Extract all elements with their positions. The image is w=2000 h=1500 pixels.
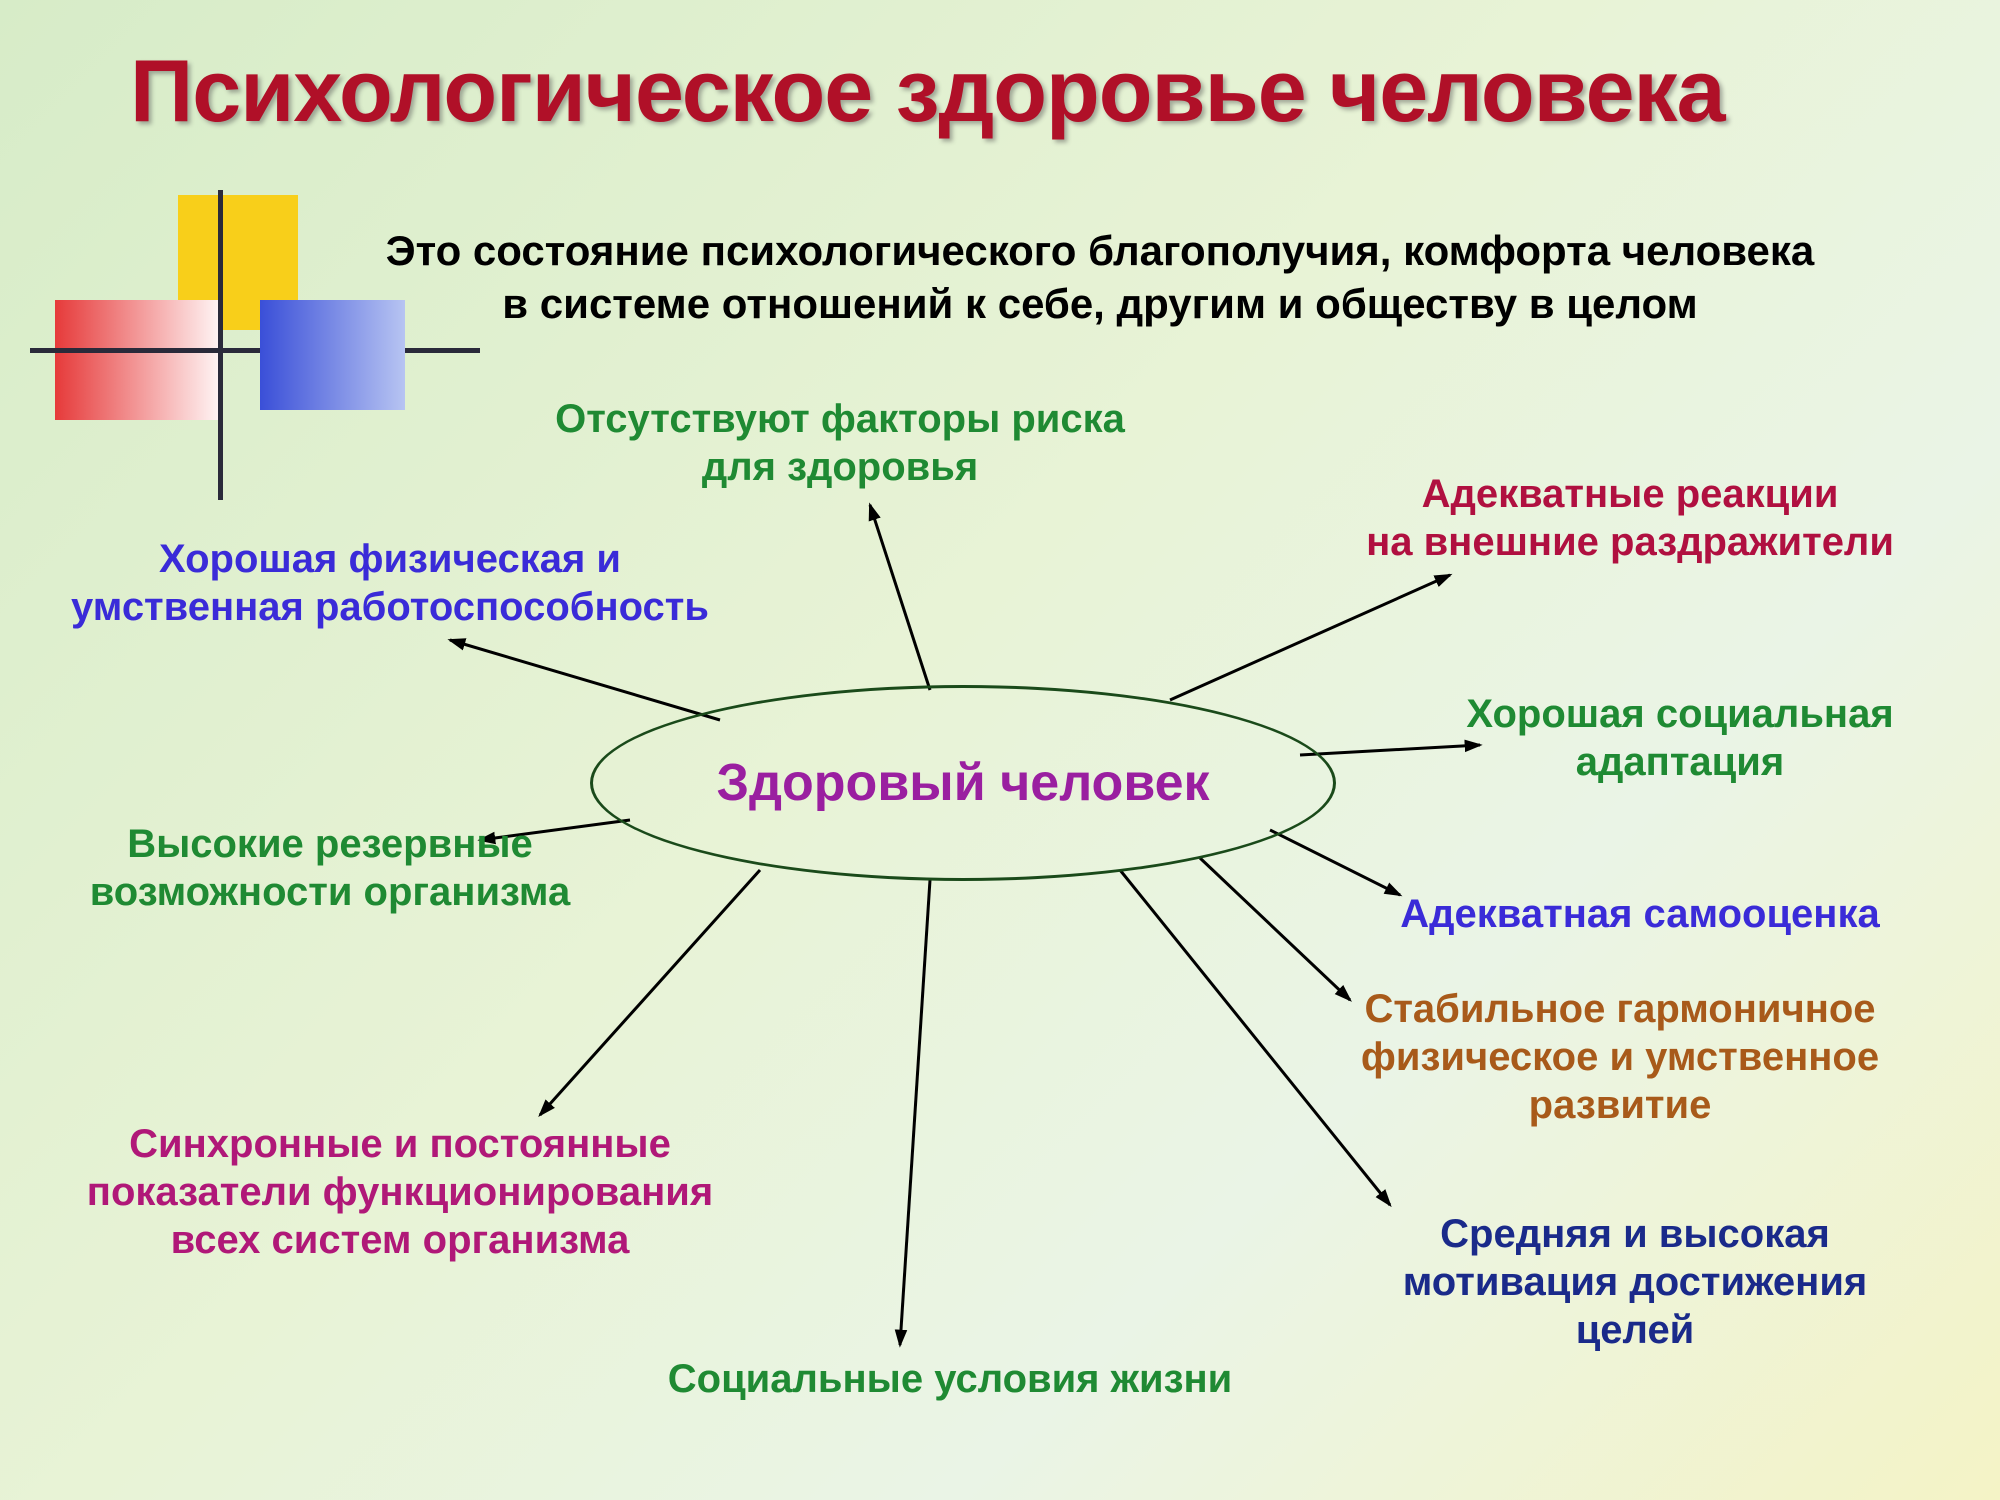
node-selfesteem: Адекватная самооценка — [1330, 890, 1950, 938]
center-node: Здоровый человек — [590, 685, 1336, 881]
node-reactions: Адекватные реакции на внешние раздражите… — [1300, 470, 1960, 566]
center-label: Здоровый человек — [716, 753, 1209, 813]
subtitle-line1: Это состояние психологического благополу… — [386, 227, 1815, 274]
node-risk: Отсутствуют факторы риска для здоровья — [520, 395, 1160, 491]
node-sync: Синхронные и постоянные показатели функц… — [40, 1120, 760, 1264]
node-motivation: Средняя и высокая мотивация достижения ц… — [1340, 1210, 1930, 1354]
diagram-canvas: Психологическое здоровье человека Это со… — [0, 0, 2000, 1500]
decor-red-square — [55, 300, 220, 420]
node-social: Хорошая социальная адаптация — [1400, 690, 1960, 786]
node-reserves: Высокие резервные возможности организма — [40, 820, 620, 916]
decor-vertical-line — [218, 190, 223, 500]
decor-horizontal-line — [30, 348, 480, 353]
subtitle-line2: в системе отношений к себе, другим и общ… — [502, 280, 1697, 327]
node-conditions: Социальные условия жизни — [590, 1355, 1310, 1403]
subtitle: Это состояние психологического благополу… — [240, 225, 1960, 330]
page-title: Психологическое здоровье человека — [130, 40, 1725, 142]
node-harmony: Стабильное гармоничное физическое и умст… — [1280, 985, 1960, 1129]
node-workcap: Хорошая физическая и умственная работосп… — [30, 535, 750, 631]
